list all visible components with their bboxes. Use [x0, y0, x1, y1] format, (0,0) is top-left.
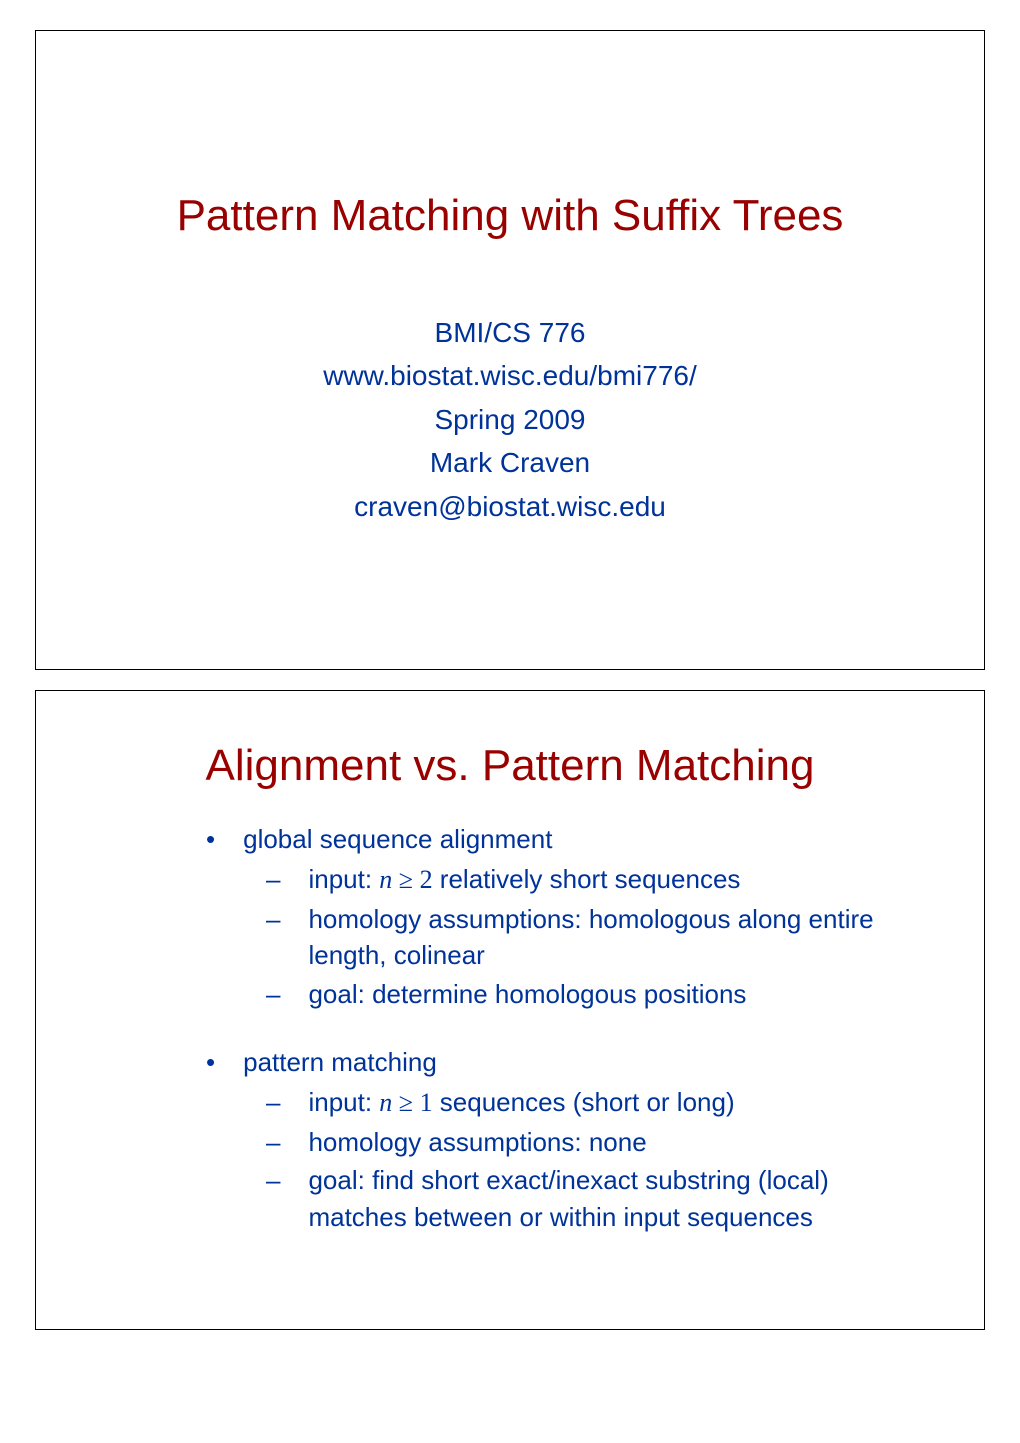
- slide-2-content: • global sequence alignment – input: n ≥…: [206, 821, 874, 1235]
- dash-marker: –: [266, 1124, 280, 1160]
- sub-bullet-text: goal: find short exact/inexact substring…: [308, 1162, 874, 1235]
- text-prefix: input:: [308, 864, 379, 894]
- course-url: www.biostat.wisc.edu/bmi776/: [86, 354, 934, 397]
- slide-2: Alignment vs. Pattern Matching • global …: [35, 690, 985, 1330]
- math-variable-n: n: [379, 865, 392, 894]
- bullet-global-alignment: • global sequence alignment: [206, 821, 874, 857]
- slide-1-title: Pattern Matching with Suffix Trees: [86, 191, 934, 241]
- sub-bullet-text: homology assumptions: homologous along e…: [308, 901, 874, 974]
- math-variable-n: n: [379, 1088, 392, 1117]
- bullet-marker: •: [206, 1044, 215, 1080]
- bullet-pattern-matching: • pattern matching: [206, 1044, 874, 1080]
- dash-marker: –: [266, 1162, 280, 1198]
- sub-bullet-homology-2: – homology assumptions: none: [266, 1124, 874, 1160]
- sub-bullet-input-1: – input: n ≥ 2 relatively short sequence…: [266, 861, 874, 898]
- slide-1-subtitle-block: BMI/CS 776 www.biostat.wisc.edu/bmi776/ …: [86, 311, 934, 528]
- dash-marker: –: [266, 976, 280, 1012]
- course-term: Spring 2009: [86, 398, 934, 441]
- sub-bullet-text: homology assumptions: none: [308, 1124, 646, 1160]
- instructor-email: craven@biostat.wisc.edu: [86, 485, 934, 528]
- math-operator: ≥ 2: [392, 865, 432, 894]
- sub-bullet-text: input: n ≥ 1 sequences (short or long): [308, 1084, 734, 1121]
- sub-bullet-goal-1: – goal: determine homologous positions: [266, 976, 874, 1012]
- text-suffix: sequences (short or long): [433, 1087, 735, 1117]
- sub-bullet-homology-1: – homology assumptions: homologous along…: [266, 901, 874, 974]
- sub-bullet-goal-2: – goal: find short exact/inexact substri…: [266, 1162, 874, 1235]
- text-suffix: relatively short sequences: [433, 864, 741, 894]
- bullet-marker: •: [206, 821, 215, 857]
- sub-bullet-text: goal: determine homologous positions: [308, 976, 746, 1012]
- sub-bullet-input-2: – input: n ≥ 1 sequences (short or long): [266, 1084, 874, 1121]
- slide-2-title: Alignment vs. Pattern Matching: [86, 741, 934, 791]
- instructor-name: Mark Craven: [86, 441, 934, 484]
- math-operator: ≥ 1: [392, 1088, 432, 1117]
- sub-bullet-text: input: n ≥ 2 relatively short sequences: [308, 861, 740, 898]
- dash-marker: –: [266, 1084, 280, 1120]
- bullet-text: pattern matching: [243, 1044, 437, 1080]
- dash-marker: –: [266, 861, 280, 897]
- text-prefix: input:: [308, 1087, 379, 1117]
- slide-1: Pattern Matching with Suffix Trees BMI/C…: [35, 30, 985, 670]
- section-gap: [206, 1014, 874, 1044]
- course-code: BMI/CS 776: [86, 311, 934, 354]
- dash-marker: –: [266, 901, 280, 937]
- bullet-text: global sequence alignment: [243, 821, 552, 857]
